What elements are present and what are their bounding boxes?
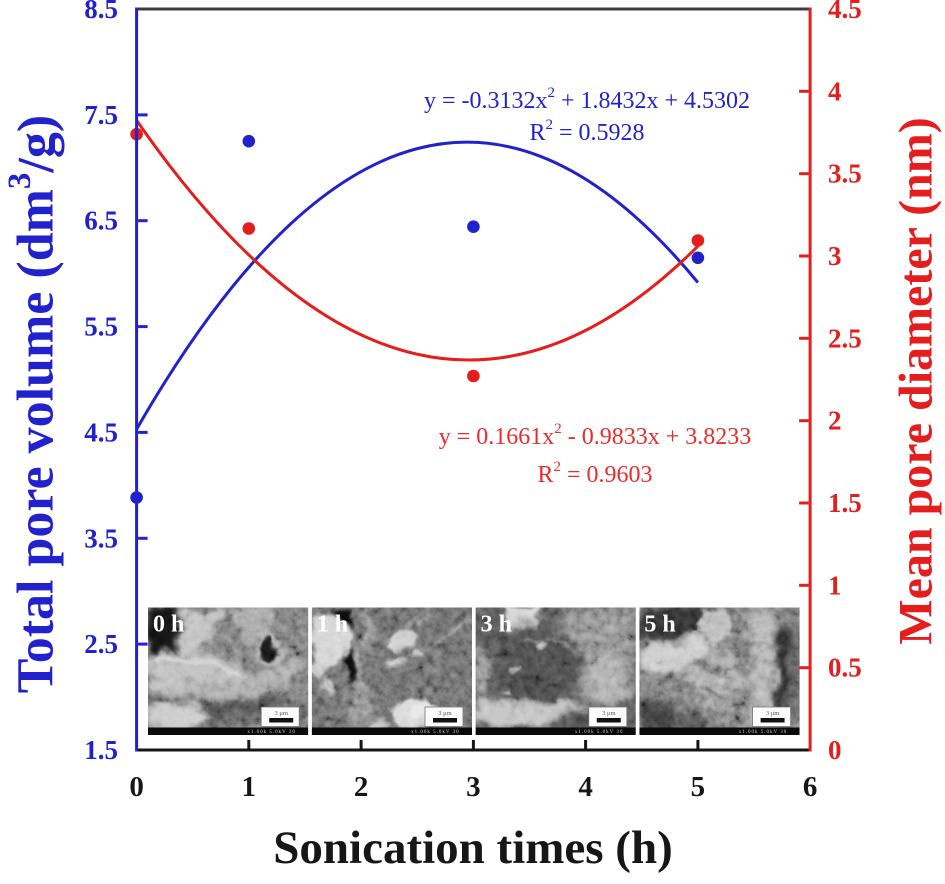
svg-text:Mean pore diameter (nm): Mean pore diameter (nm) [890, 117, 943, 644]
svg-text:x1.00k 5.0kV 30: x1.00k 5.0kV 30 [411, 730, 460, 735]
svg-text:2.5: 2.5 [84, 629, 118, 659]
svg-text:y = 0.1661x2 - 0.9833x + 3.823: y = 0.1661x2 - 0.9833x + 3.8233 [439, 421, 752, 450]
svg-text:3: 3 [828, 241, 842, 271]
svg-text:3 μm: 3 μm [274, 710, 287, 717]
svg-text:y = -0.3132x2 + 1.8432x + 4.53: y = -0.3132x2 + 1.8432x + 4.5302 [424, 85, 750, 114]
svg-text:1 h: 1 h [317, 612, 348, 638]
svg-text:4: 4 [578, 771, 593, 803]
svg-text:3 μm: 3 μm [766, 710, 779, 717]
svg-text:2: 2 [354, 771, 369, 803]
svg-text:3.5: 3.5 [84, 523, 118, 553]
svg-text:0 h: 0 h [153, 612, 184, 638]
svg-text:3 μm: 3 μm [602, 710, 615, 717]
svg-text:8.5: 8.5 [84, 0, 118, 24]
svg-text:3: 3 [466, 771, 481, 803]
svg-text:0: 0 [129, 771, 144, 803]
svg-text:4: 4 [828, 76, 842, 106]
svg-text:3.5: 3.5 [828, 159, 862, 189]
svg-text:0.5: 0.5 [828, 653, 862, 683]
svg-text:5.5: 5.5 [84, 312, 118, 342]
svg-text:1.5: 1.5 [828, 488, 862, 518]
svg-text:6.5: 6.5 [84, 206, 118, 236]
svg-text:5: 5 [691, 771, 706, 803]
svg-text:5 h: 5 h [644, 612, 675, 638]
svg-text:Sonication times (h): Sonication times (h) [273, 822, 673, 874]
svg-text:4.5: 4.5 [84, 417, 118, 447]
svg-text:1: 1 [242, 771, 257, 803]
svg-text:3 h: 3 h [481, 612, 512, 638]
svg-text:x1.00k 5.0kV 30: x1.00k 5.0kV 30 [575, 730, 624, 735]
svg-text:1: 1 [828, 570, 842, 600]
svg-text:Total pore volume (dm3/g): Total pore volume (dm3/g) [2, 115, 65, 693]
svg-text:7.5: 7.5 [84, 100, 118, 130]
svg-text:x1.00k 5.0kV 30: x1.00k 5.0kV 30 [247, 730, 296, 735]
svg-text:4.5: 4.5 [828, 0, 862, 24]
svg-text:2.5: 2.5 [828, 323, 862, 353]
svg-text:3 μm: 3 μm [438, 710, 451, 717]
svg-text:1.5: 1.5 [84, 735, 118, 765]
svg-text:2: 2 [828, 406, 842, 436]
svg-text:6: 6 [803, 771, 818, 803]
svg-text:0: 0 [828, 735, 842, 765]
svg-text:x1.00k 5.0kV 30: x1.00k 5.0kV 30 [739, 730, 788, 735]
